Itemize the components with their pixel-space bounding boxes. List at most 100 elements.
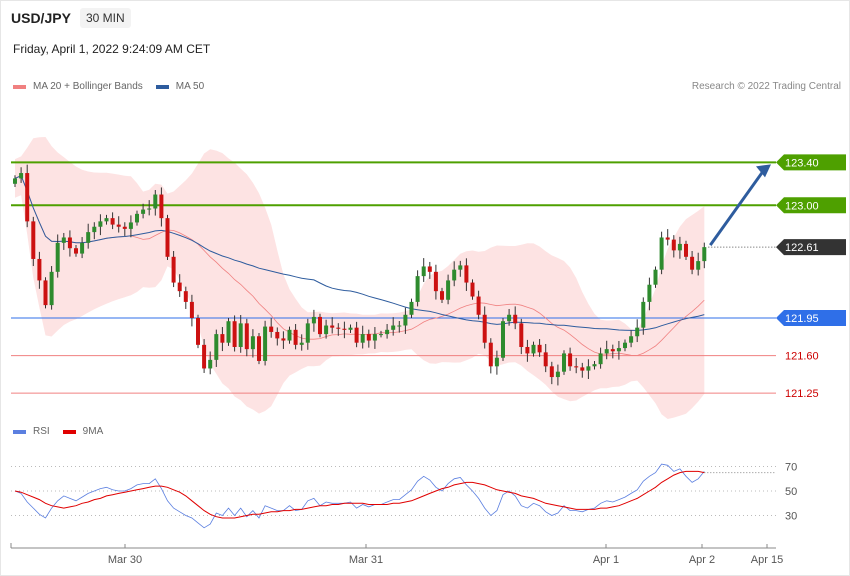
candle [543,352,548,367]
candle [287,329,292,341]
rsi-legend: RSI 9MA [13,426,103,437]
candle [592,364,597,367]
ma50-swatch [155,84,169,89]
candle [635,327,640,337]
candle [55,242,60,272]
candle [464,265,469,283]
level-label-121.95: 121.95 [785,313,819,325]
timeframe-button[interactable]: 30 MIN [80,8,131,28]
ma20-legend-label: MA 20 + Bollinger Bands [33,81,143,92]
candle [379,334,383,336]
candle [403,314,408,326]
candle [604,349,609,354]
level-label-121.60: 121.60 [785,351,819,363]
candle [141,209,146,214]
candle [147,208,152,210]
candle [171,256,176,283]
candle [562,353,566,372]
candle [415,276,420,302]
candle [61,237,66,243]
level-label-122.61: 122.61 [785,242,819,254]
forecast-arrow [709,170,765,247]
candle [348,327,353,330]
candle [610,349,615,352]
candle [568,353,573,367]
candle [623,342,627,349]
candle [421,266,426,277]
candle [470,282,475,297]
instrument-title: USD/JPY [11,10,71,26]
candle [220,334,225,343]
candle [86,232,91,243]
candle [226,321,231,343]
candle [513,314,518,324]
candle [37,258,42,281]
candle [80,242,85,254]
candle [104,218,109,222]
candle [208,359,213,369]
candle [305,323,310,343]
candle [92,226,97,233]
candle [555,371,560,378]
x-tick-label: Mar 31 [349,554,383,566]
candle [440,291,444,300]
candle [177,282,182,292]
candle [360,334,365,343]
candle [684,243,688,257]
candle [391,325,396,330]
ma50-line [14,175,705,331]
candle [244,323,249,350]
candle [616,348,621,352]
candle [25,173,30,222]
candle [647,284,652,302]
candle [354,327,359,343]
rsi-tick-30: 30 [785,511,797,523]
rsi-ma-line [14,470,705,519]
level-tag-121.95 [776,310,846,326]
x-tick-label: Apr 15 [751,554,783,566]
candle [116,224,121,227]
candle [385,329,390,335]
candle [433,271,438,292]
candle [507,314,512,322]
candle [202,344,207,369]
candle [281,338,286,341]
candle [580,367,585,371]
candle [128,222,133,229]
rsi-tick-50: 50 [785,486,797,498]
level-label-121.25: 121.25 [785,388,819,400]
candle [397,325,402,327]
candle [311,316,316,324]
chart-datetime: Friday, April 1, 2022 9:24:09 AM CET [13,42,211,56]
level-label-123.00: 123.00 [785,200,819,212]
candle [409,301,414,315]
rsi-line [14,463,705,529]
level-tag-123.00 [776,197,846,214]
candle [263,326,268,361]
ma50-legend-label: MA 50 [175,81,205,92]
candle [67,237,72,249]
candle [366,334,371,341]
candle [574,366,579,368]
candle [153,194,158,209]
candle [183,291,188,302]
candle [110,218,115,225]
candle [336,327,341,329]
candle [494,357,499,367]
bollinger-band [15,137,705,419]
research-credit: Research © 2022 Trading Central [691,81,841,92]
candle [665,237,670,240]
candle [696,261,701,270]
candle [501,321,505,358]
candle [476,296,481,315]
candle [342,328,347,330]
candle [269,326,274,332]
rsi-legend-label: RSI [33,426,50,437]
candle [214,334,219,360]
candle [488,342,493,367]
candle [19,173,24,179]
forecast-arrow-head [756,164,771,178]
candle [641,301,646,328]
level-tag-123.40 [776,154,846,171]
